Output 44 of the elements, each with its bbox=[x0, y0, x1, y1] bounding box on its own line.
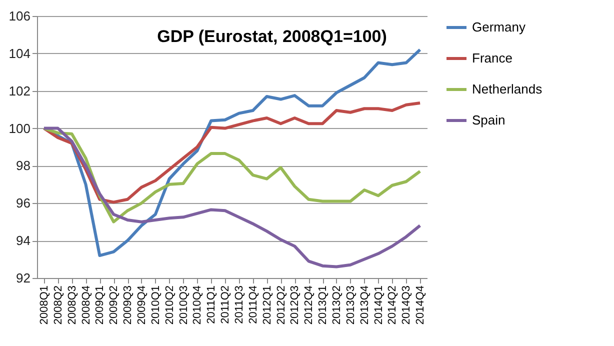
x-tick-label: 2013Q3 bbox=[344, 286, 357, 325]
x-tick-label: 2010Q3 bbox=[178, 286, 190, 325]
x-tick-label: 2011Q1 bbox=[206, 286, 218, 324]
x-tick-label: 2008Q2 bbox=[52, 286, 64, 325]
x-tick-label: 2008Q1 bbox=[38, 286, 50, 325]
line-series bbox=[42, 126, 422, 224]
x-tick-label: 2009Q4 bbox=[136, 286, 148, 325]
text: GDP (Eurostat, 2008Q1=100) bbox=[157, 27, 387, 46]
x-tick-label: 2013Q4 bbox=[358, 286, 371, 325]
x-tick-label: 2008Q3 bbox=[66, 286, 78, 325]
line-series bbox=[42, 102, 422, 204]
legend-label: Germany bbox=[472, 20, 526, 34]
x-tick-label: 2014Q2 bbox=[386, 286, 399, 325]
x-tick-label: 2010Q1 bbox=[150, 286, 162, 325]
legend-label: Spain bbox=[472, 112, 506, 128]
line-series bbox=[42, 126, 422, 268]
y-tick-label: 104 bbox=[8, 46, 30, 61]
x-tick-label: 2011Q2 bbox=[220, 286, 232, 324]
x-tick-label: 2014Q4 bbox=[414, 286, 427, 325]
x-tick-label: 2014Q1 bbox=[372, 286, 385, 325]
x-tick-label: 2012Q1 bbox=[261, 286, 274, 325]
x-tick-label: 2012Q3 bbox=[289, 286, 302, 325]
x-tick-label: 2009Q3 bbox=[122, 286, 134, 325]
x-tick-label: 2011Q4 bbox=[247, 286, 260, 324]
y-tick-label: 98 bbox=[16, 158, 30, 174]
x-tick-label: 2013Q1 bbox=[317, 286, 330, 325]
y-tick-label: 92 bbox=[16, 270, 30, 286]
legend-label: Netherlands bbox=[472, 82, 543, 96]
x-tick-label: 2012Q4 bbox=[303, 286, 316, 325]
x-tick-label: 2009Q1 bbox=[94, 286, 106, 325]
x-tick-label: 2013Q2 bbox=[330, 286, 343, 325]
y-tick-label: 100 bbox=[8, 120, 30, 136]
x-tick-label: 2014Q3 bbox=[400, 286, 413, 325]
legend-label: France bbox=[472, 50, 512, 66]
y-tick-label: 94 bbox=[16, 233, 30, 248]
x-tick-label: 2008Q4 bbox=[80, 286, 92, 325]
y-tick-label: 96 bbox=[16, 196, 30, 211]
x-tick-label: 2012Q2 bbox=[275, 286, 288, 325]
x-tick-label: 2010Q2 bbox=[164, 286, 176, 325]
y-tick-label: 102 bbox=[8, 83, 30, 98]
x-tick-label: 2010Q4 bbox=[192, 286, 204, 325]
x-tick-label: 2011Q3 bbox=[233, 286, 246, 324]
x-tick-label: 2009Q2 bbox=[108, 286, 120, 325]
y-tick-label: 106 bbox=[8, 8, 30, 24]
